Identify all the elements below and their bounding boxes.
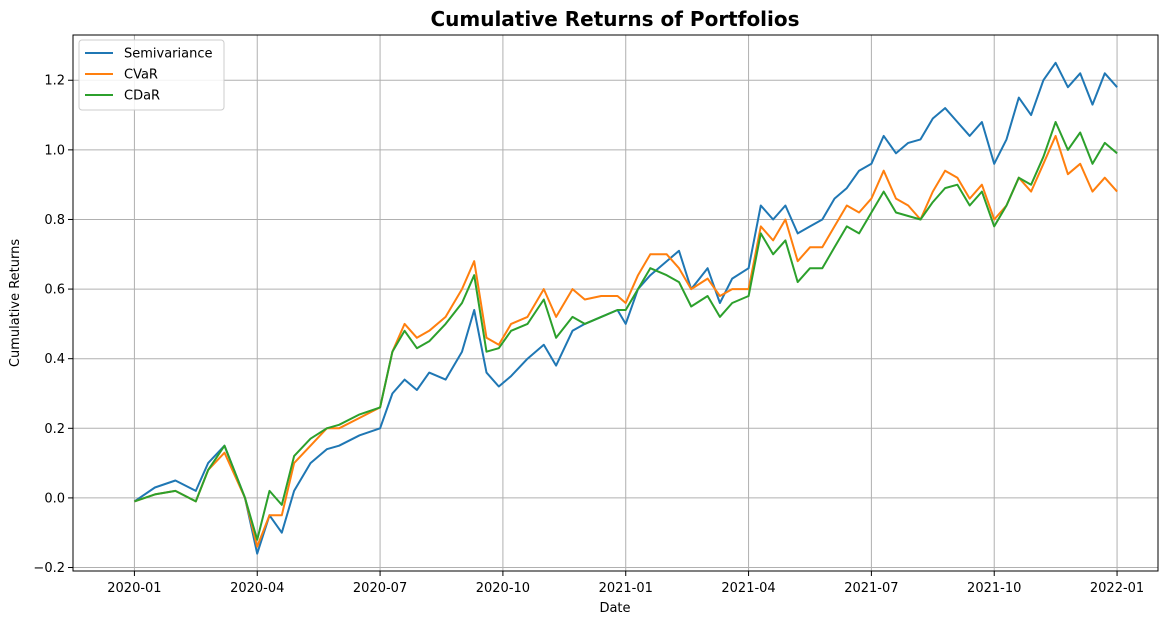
x-axis-ticks: 2020-01 2020-04 2020-07 2020-10 2021-01 2021-… [107, 571, 1144, 596]
legend-label-cvar: CVaR [124, 68, 158, 83]
y-tick-label: 1.2 [44, 74, 65, 89]
x-tick-label: 2022-01 [1090, 581, 1144, 596]
series-lines [133, 61, 1118, 555]
plot-frame [72, 34, 1159, 572]
y-axis-label: Cumulative Returns [8, 239, 23, 367]
y-tick-label: 1.0 [44, 143, 65, 158]
x-tick-label: 2021-10 [967, 581, 1021, 596]
x-tick-label: 2021-01 [599, 581, 653, 596]
grid [73, 35, 1158, 571]
chart-title: Cumulative Returns of Portfolios [430, 7, 799, 31]
y-tick-label: −0.2 [33, 561, 65, 576]
legend-box [78, 39, 225, 111]
x-tick-label: 2020-01 [107, 581, 161, 596]
x-tick-label: 2020-07 [353, 581, 407, 596]
legend-label-cdar: CDaR [124, 89, 160, 104]
x-tick-label: 2021-04 [721, 581, 775, 596]
x-tick-label: 2020-10 [476, 581, 530, 596]
series-line-cdar [134, 121, 1118, 541]
y-tick-label: 0.6 [44, 283, 65, 298]
y-tick-label: 0.2 [44, 422, 65, 437]
series-line-semivariance [133, 61, 1118, 555]
x-axis-label: Date [599, 601, 630, 616]
y-tick-label: 0.0 [44, 491, 65, 506]
x-tick-label: 2021-07 [844, 581, 898, 596]
y-axis-ticks: −0.2 0.0 0.2 0.4 0.6 0.8 1.0 1.2 [33, 74, 73, 576]
y-tick-label: 0.8 [44, 213, 65, 228]
legend-label-semivariance: Semivariance [124, 47, 213, 62]
x-tick-label: 2020-04 [230, 581, 284, 596]
legend: Semivariance CVaR CDaR [78, 39, 225, 111]
y-tick-label: 0.4 [44, 352, 65, 367]
